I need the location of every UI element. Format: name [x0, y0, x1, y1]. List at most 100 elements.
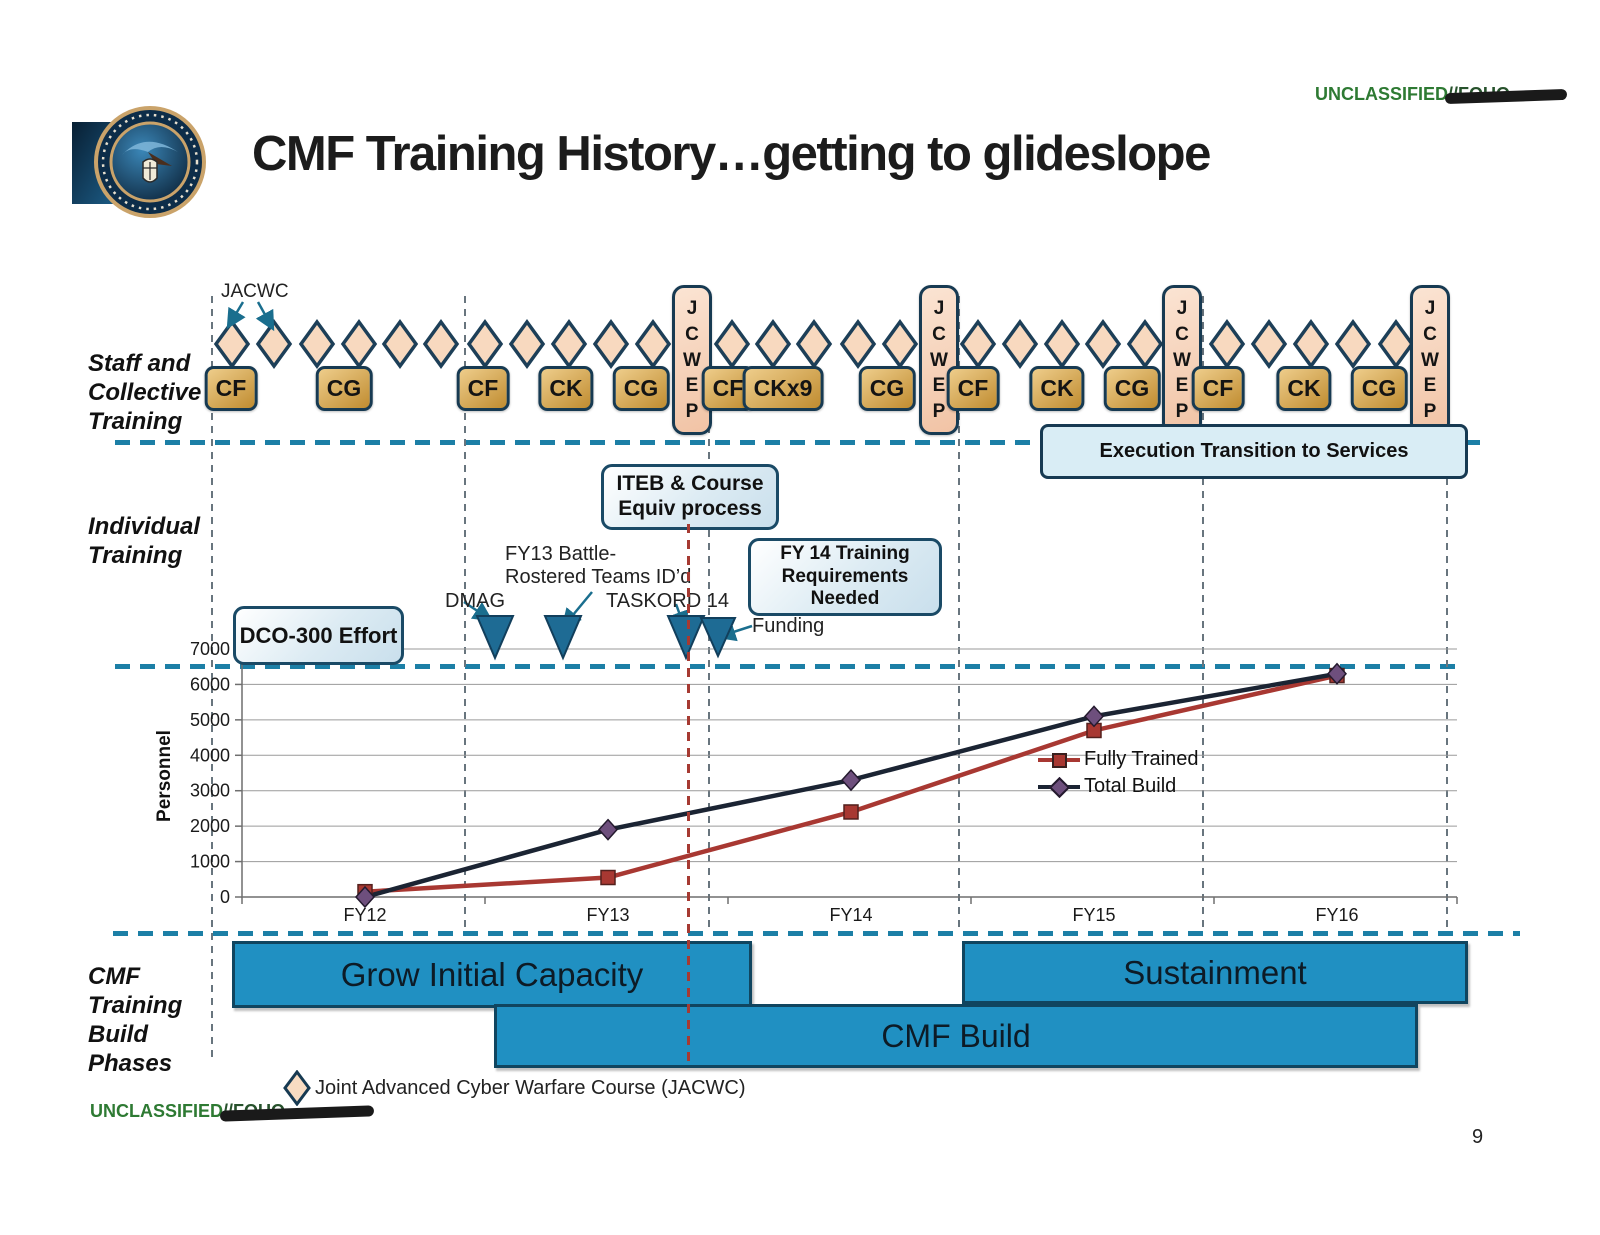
legend-row-fully-trained: Fully Trained: [1038, 746, 1199, 773]
jacwc-diamond-icon: [713, 319, 751, 369]
chart-axes: [241, 649, 1457, 898]
fy-boundary-line-2: [464, 296, 466, 933]
classification-banner-top: UNCLASSIFIED//FOUO: [1315, 84, 1510, 105]
chart-gridlines: [235, 648, 1458, 904]
jacwc-diamond-icon: [634, 319, 672, 369]
jacwc-diamond-icon: [298, 319, 336, 369]
taskord-triangle-icon: [666, 615, 706, 661]
individual-training-label: Individual Training: [88, 513, 201, 569]
jacwc-diamond-icon: [1043, 319, 1081, 369]
jacwc-diamond-icon: [213, 319, 251, 369]
jacwc-annotation: JACWC: [221, 281, 289, 302]
svg-text:0: 0: [220, 887, 230, 907]
dmag-triangle-icon: [475, 615, 515, 661]
grow-initial-capacity-bar: Grow Initial Capacity: [232, 941, 752, 1008]
fy13-battle-label: FY13 Battle- Rostered Teams ID’d: [505, 543, 692, 588]
jacwc-diamond-icon: [1126, 319, 1164, 369]
event-badge-ck: CK: [538, 366, 594, 411]
milestone-triangles: [475, 615, 737, 661]
svg-text:5000: 5000: [190, 710, 230, 730]
staff-collective-training-label: Staff and Collective Training: [88, 350, 202, 435]
execution-transition-box: Execution Transition to Services: [1040, 424, 1468, 479]
classification-banner-bottom: UNCLASSIFIED//FOUO: [90, 1101, 285, 1122]
jacwc-diamond-icon: [592, 319, 630, 369]
svg-text:4000: 4000: [190, 745, 230, 765]
jacwc-key-diamond-icon: [283, 1070, 311, 1106]
jacwc-diamond-icon: [550, 319, 588, 369]
jacwc-diamond-icon: [466, 319, 504, 369]
svg-text:FY14: FY14: [829, 905, 872, 925]
diamond-marker-icon: [1048, 776, 1071, 798]
event-badge-cf: CF: [1191, 366, 1245, 411]
page-number: 9: [1472, 1126, 1484, 1148]
jacwc-diamond-icon: [881, 319, 919, 369]
page-title: CMF Training History…getting to glideslo…: [252, 127, 1211, 181]
square-marker-icon: [1052, 752, 1067, 768]
legend-label: Fully Trained: [1084, 748, 1199, 770]
svg-text:7000: 7000: [190, 639, 230, 659]
jacwc-diamond-icon: [795, 319, 833, 369]
jacwc-diamond-icon: [754, 319, 792, 369]
svg-text:FY16: FY16: [1315, 905, 1358, 925]
legend-row-total-build: Total Build: [1038, 773, 1199, 800]
svg-text:6000: 6000: [190, 674, 230, 694]
svg-text:FY12: FY12: [343, 905, 386, 925]
divider-staff-individual: [115, 440, 1485, 445]
jacwc-diamond-icon: [422, 319, 460, 369]
jacwc-diamond-icon: [1334, 319, 1372, 369]
classification-redacted-marking: //FOUO: [223, 1101, 286, 1121]
sustainment-bar: Sustainment: [962, 941, 1468, 1004]
jacwc-diamond-icon: [1001, 319, 1039, 369]
jacwc-diamond-icon: [255, 319, 293, 369]
event-badge-cf: CF: [946, 366, 1000, 411]
legend-label: Total Build: [1084, 775, 1177, 797]
total-build-line-swatch: [1038, 776, 1080, 798]
jacwc-diamond-icon: [1292, 319, 1330, 369]
chart-series: [354, 662, 1348, 909]
fy-boundary-line-6: [1446, 296, 1448, 933]
jacwc-diamond-icon: [508, 319, 546, 369]
fy-boundary-line-4: [958, 296, 960, 933]
classification-text: UNCLASSIFIED: [90, 1101, 224, 1121]
jacwc-diamond-icon: [839, 319, 877, 369]
cmf-build-bar: CMF Build: [494, 1004, 1418, 1068]
jacwc-diamond-icon: [340, 319, 378, 369]
event-badge-cg: CG: [612, 366, 670, 411]
jacwc-diamond-icon: [1084, 319, 1122, 369]
svg-text:1000: 1000: [190, 852, 230, 872]
dco-300-box: DCO-300 Effort: [233, 606, 404, 665]
jacwc-arrow-right-icon: [255, 301, 275, 332]
fy13-triangle-icon: [543, 615, 583, 661]
fully-trained-line-swatch: [1038, 752, 1080, 768]
divider-chart-phases: [113, 931, 1520, 936]
classification-text: UNCLASSIFIED: [1314, 84, 1448, 104]
event-badge-cg: CG: [1103, 366, 1161, 411]
chart-tick-labels: 0 1000 2000 3000 4000 5000 6000 7000 FY12 FY13 FY1…: [190, 639, 1359, 925]
jacwc-arrow-left-icon: [226, 301, 246, 330]
svg-text:FY13: FY13: [586, 905, 629, 925]
fy14-requirements-box: FY 14 Training Requirements Needed: [748, 538, 942, 616]
event-badge-cf: CF: [456, 366, 510, 411]
chart-legend: Fully Trained Total Build: [1038, 746, 1199, 800]
classification-redacted-marking: //FOUO: [1448, 84, 1510, 104]
svg-text:3000: 3000: [190, 781, 230, 801]
fy-boundary-line-5: [1202, 296, 1204, 933]
jacwc-diamond-icon: [959, 319, 997, 369]
event-badge-ck: CK: [1276, 366, 1332, 411]
jacwc-diamond-row: [213, 319, 1415, 369]
divider-individual-chart: [115, 664, 1455, 669]
jacwc-diamond-icon: [381, 319, 419, 369]
iteb-callout-box: ITEB & Course Equiv process: [601, 464, 779, 530]
event-badge-ckx9: CKx9: [742, 366, 824, 411]
event-badge-cg: CG: [315, 366, 373, 411]
cmf-phases-label: CMF Training Build Phases: [88, 963, 183, 1077]
funding-triangle-icon: [699, 617, 737, 659]
svg-text:2000: 2000: [190, 816, 230, 836]
jacwc-diamond-icon: [1208, 319, 1246, 369]
